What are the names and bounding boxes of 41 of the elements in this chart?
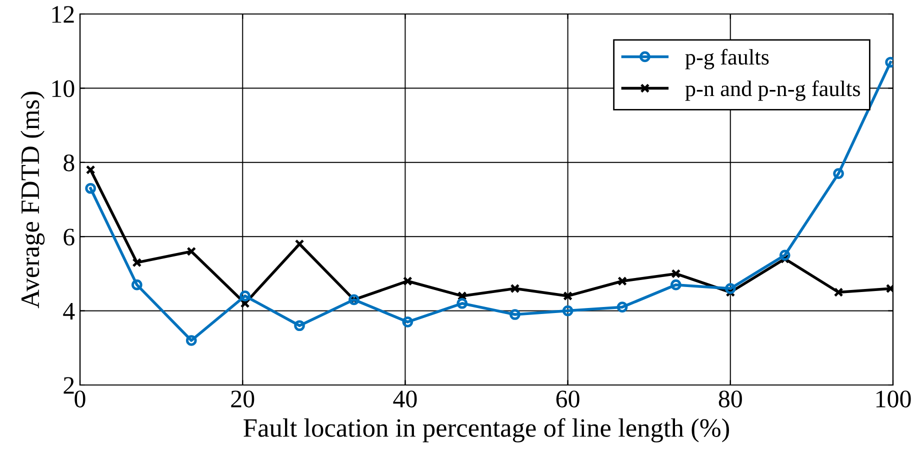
y-tick-label: 2 — [64, 377, 74, 394]
y-axis-title: Average FDTD (ms) — [20, 92, 45, 308]
point — [294, 239, 304, 249]
point — [562, 305, 574, 316]
y-tick-label: 6 — [64, 228, 74, 246]
y-tick-label: 12 — [52, 6, 74, 23]
legend-label: p-n and p-n-g faults — [685, 80, 860, 101]
x-tick-label: 80 — [718, 390, 742, 408]
point — [402, 276, 412, 286]
point — [131, 279, 142, 290]
point — [240, 290, 250, 302]
point — [186, 246, 196, 256]
point — [833, 168, 844, 179]
x-tick-label: 40 — [393, 390, 417, 408]
point — [457, 291, 467, 301]
x-tick-label: 20 — [231, 390, 254, 408]
point — [834, 288, 844, 297]
x-tick-label: 0 — [74, 390, 86, 408]
point — [85, 182, 96, 194]
point — [671, 268, 681, 278]
y-tick-label: 4 — [63, 303, 75, 320]
point — [186, 335, 197, 346]
point — [86, 165, 96, 175]
point — [618, 276, 627, 286]
legend-label: p-g faults — [685, 48, 769, 70]
point — [294, 320, 305, 332]
point — [456, 298, 468, 309]
point — [132, 258, 142, 268]
x-tick-label: 100 — [876, 390, 911, 408]
point — [510, 309, 520, 320]
point — [563, 291, 573, 301]
point — [779, 250, 790, 261]
point — [402, 316, 414, 328]
x-tick-label: 60 — [556, 390, 580, 408]
point — [616, 302, 628, 313]
point — [510, 284, 520, 294]
point — [670, 279, 682, 290]
y-tick-label: 10 — [52, 80, 74, 98]
point — [724, 283, 736, 294]
y-tick-label: 8 — [64, 154, 74, 172]
x-axis-title: Fault location in percentage of line length (%) — [244, 418, 729, 442]
